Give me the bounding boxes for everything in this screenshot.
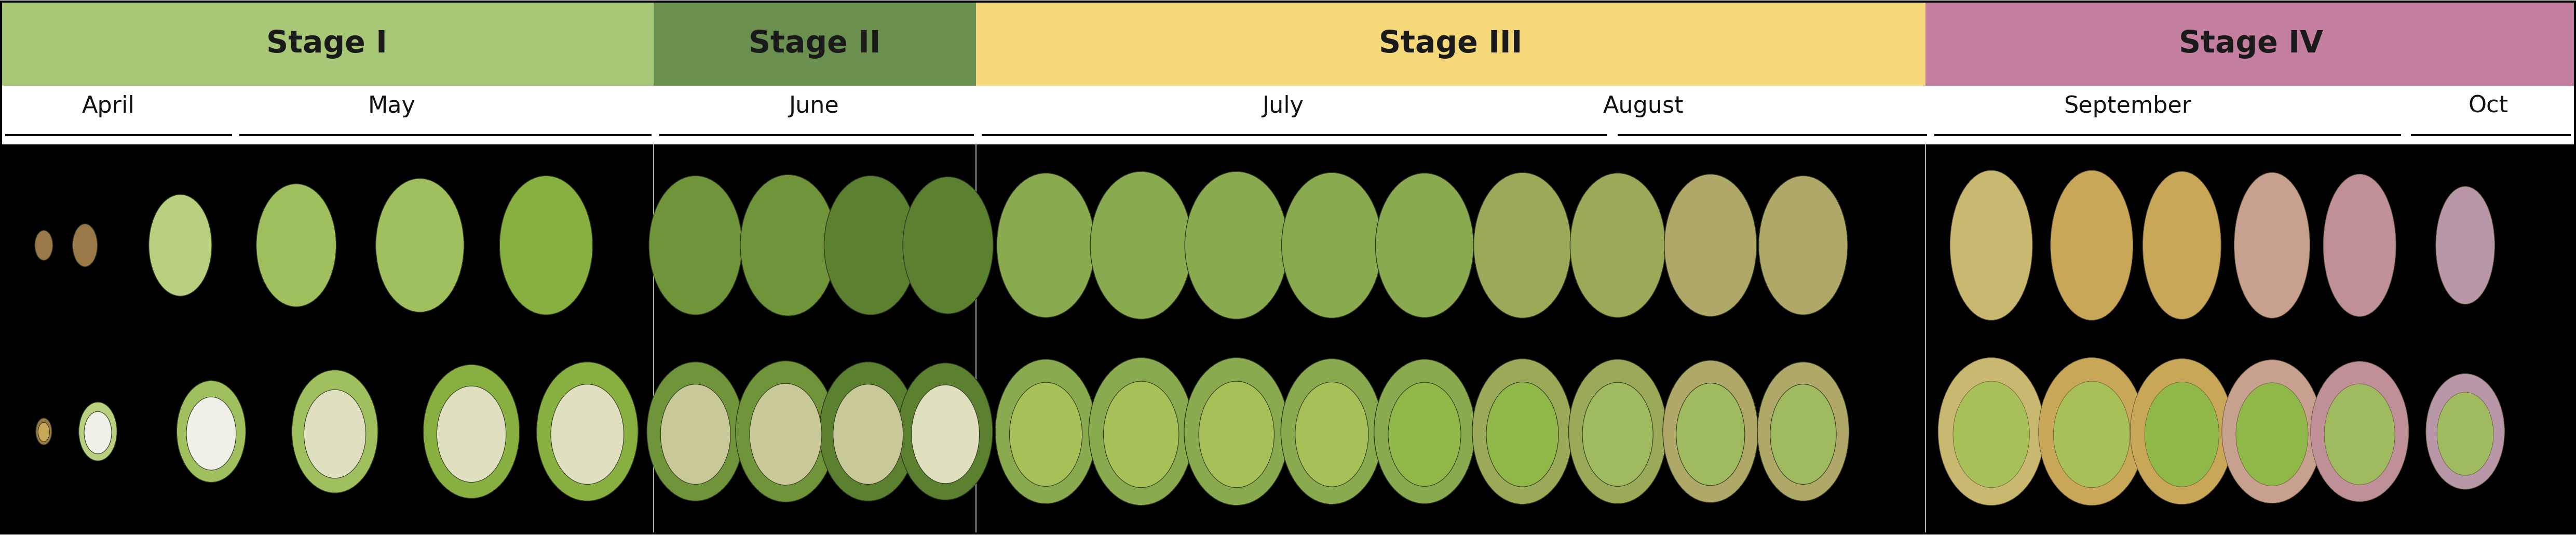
Ellipse shape <box>1759 175 1847 315</box>
Ellipse shape <box>649 175 742 315</box>
Text: September: September <box>2063 95 2192 117</box>
Ellipse shape <box>2324 384 2396 485</box>
Ellipse shape <box>1582 383 1654 486</box>
Ellipse shape <box>36 230 52 261</box>
Ellipse shape <box>422 365 520 499</box>
Text: July: July <box>1262 95 1303 117</box>
Ellipse shape <box>2233 172 2311 318</box>
Ellipse shape <box>1757 362 1850 501</box>
Ellipse shape <box>997 173 1095 318</box>
Ellipse shape <box>149 195 211 296</box>
Ellipse shape <box>2053 381 2130 487</box>
Ellipse shape <box>824 175 917 315</box>
Ellipse shape <box>2146 382 2218 487</box>
Ellipse shape <box>1937 357 2045 505</box>
Bar <box>0 144 2576 532</box>
Ellipse shape <box>1185 171 1288 319</box>
Ellipse shape <box>899 363 992 500</box>
Ellipse shape <box>85 411 111 454</box>
Ellipse shape <box>178 381 245 483</box>
Ellipse shape <box>1953 381 2030 487</box>
Ellipse shape <box>1103 381 1180 487</box>
Text: August: August <box>1602 95 1685 117</box>
Ellipse shape <box>2038 357 2146 505</box>
Ellipse shape <box>2311 362 2409 502</box>
Ellipse shape <box>376 179 464 312</box>
Text: Stage I: Stage I <box>265 29 386 59</box>
Ellipse shape <box>1198 381 1275 487</box>
Ellipse shape <box>255 184 337 307</box>
Ellipse shape <box>1296 382 1368 487</box>
Ellipse shape <box>832 384 904 484</box>
Ellipse shape <box>551 384 623 484</box>
Ellipse shape <box>1677 383 1744 486</box>
Ellipse shape <box>994 360 1097 504</box>
Ellipse shape <box>1090 357 1193 505</box>
Ellipse shape <box>291 370 379 493</box>
Ellipse shape <box>2050 170 2133 320</box>
Text: June: June <box>788 95 840 117</box>
Ellipse shape <box>1664 361 1757 503</box>
Ellipse shape <box>1010 383 1082 486</box>
Ellipse shape <box>80 402 116 461</box>
Ellipse shape <box>819 362 917 501</box>
Ellipse shape <box>1569 360 1667 504</box>
Ellipse shape <box>39 423 49 442</box>
Ellipse shape <box>1376 173 1473 318</box>
Ellipse shape <box>739 174 837 316</box>
Bar <box>1927 3 2576 86</box>
Ellipse shape <box>737 361 835 502</box>
Ellipse shape <box>500 175 592 315</box>
Ellipse shape <box>1090 171 1193 319</box>
Ellipse shape <box>902 177 994 314</box>
Ellipse shape <box>2130 359 2233 504</box>
Ellipse shape <box>1770 384 1837 484</box>
Ellipse shape <box>1388 383 1461 486</box>
Bar <box>654 3 976 86</box>
Text: Stage IV: Stage IV <box>2179 29 2324 59</box>
Ellipse shape <box>647 362 744 501</box>
Text: May: May <box>368 95 415 117</box>
Ellipse shape <box>1373 360 1476 504</box>
Ellipse shape <box>1185 357 1288 505</box>
Ellipse shape <box>536 362 639 501</box>
Ellipse shape <box>2437 187 2494 304</box>
Ellipse shape <box>1473 359 1571 504</box>
Ellipse shape <box>2143 171 2221 319</box>
Ellipse shape <box>1950 170 2032 320</box>
Ellipse shape <box>1283 172 1381 318</box>
Text: April: April <box>82 95 134 117</box>
Ellipse shape <box>1571 173 1664 318</box>
Ellipse shape <box>1486 382 1558 487</box>
Ellipse shape <box>2427 373 2504 489</box>
Ellipse shape <box>2236 383 2308 486</box>
Ellipse shape <box>72 224 98 267</box>
Ellipse shape <box>1664 174 1757 317</box>
Ellipse shape <box>304 389 366 478</box>
Ellipse shape <box>659 384 732 484</box>
Ellipse shape <box>185 397 237 470</box>
Ellipse shape <box>912 385 979 484</box>
Bar <box>0 3 654 86</box>
Ellipse shape <box>438 386 505 483</box>
Ellipse shape <box>1473 172 1571 318</box>
Text: Stage II: Stage II <box>750 29 881 59</box>
Ellipse shape <box>36 418 52 445</box>
Text: Oct: Oct <box>2468 95 2509 117</box>
Ellipse shape <box>2324 174 2396 317</box>
Bar <box>976 3 1927 86</box>
Ellipse shape <box>2437 392 2494 476</box>
Ellipse shape <box>750 384 822 485</box>
Ellipse shape <box>2223 360 2321 503</box>
Ellipse shape <box>1280 359 1383 504</box>
Text: Stage III: Stage III <box>1378 29 1522 59</box>
